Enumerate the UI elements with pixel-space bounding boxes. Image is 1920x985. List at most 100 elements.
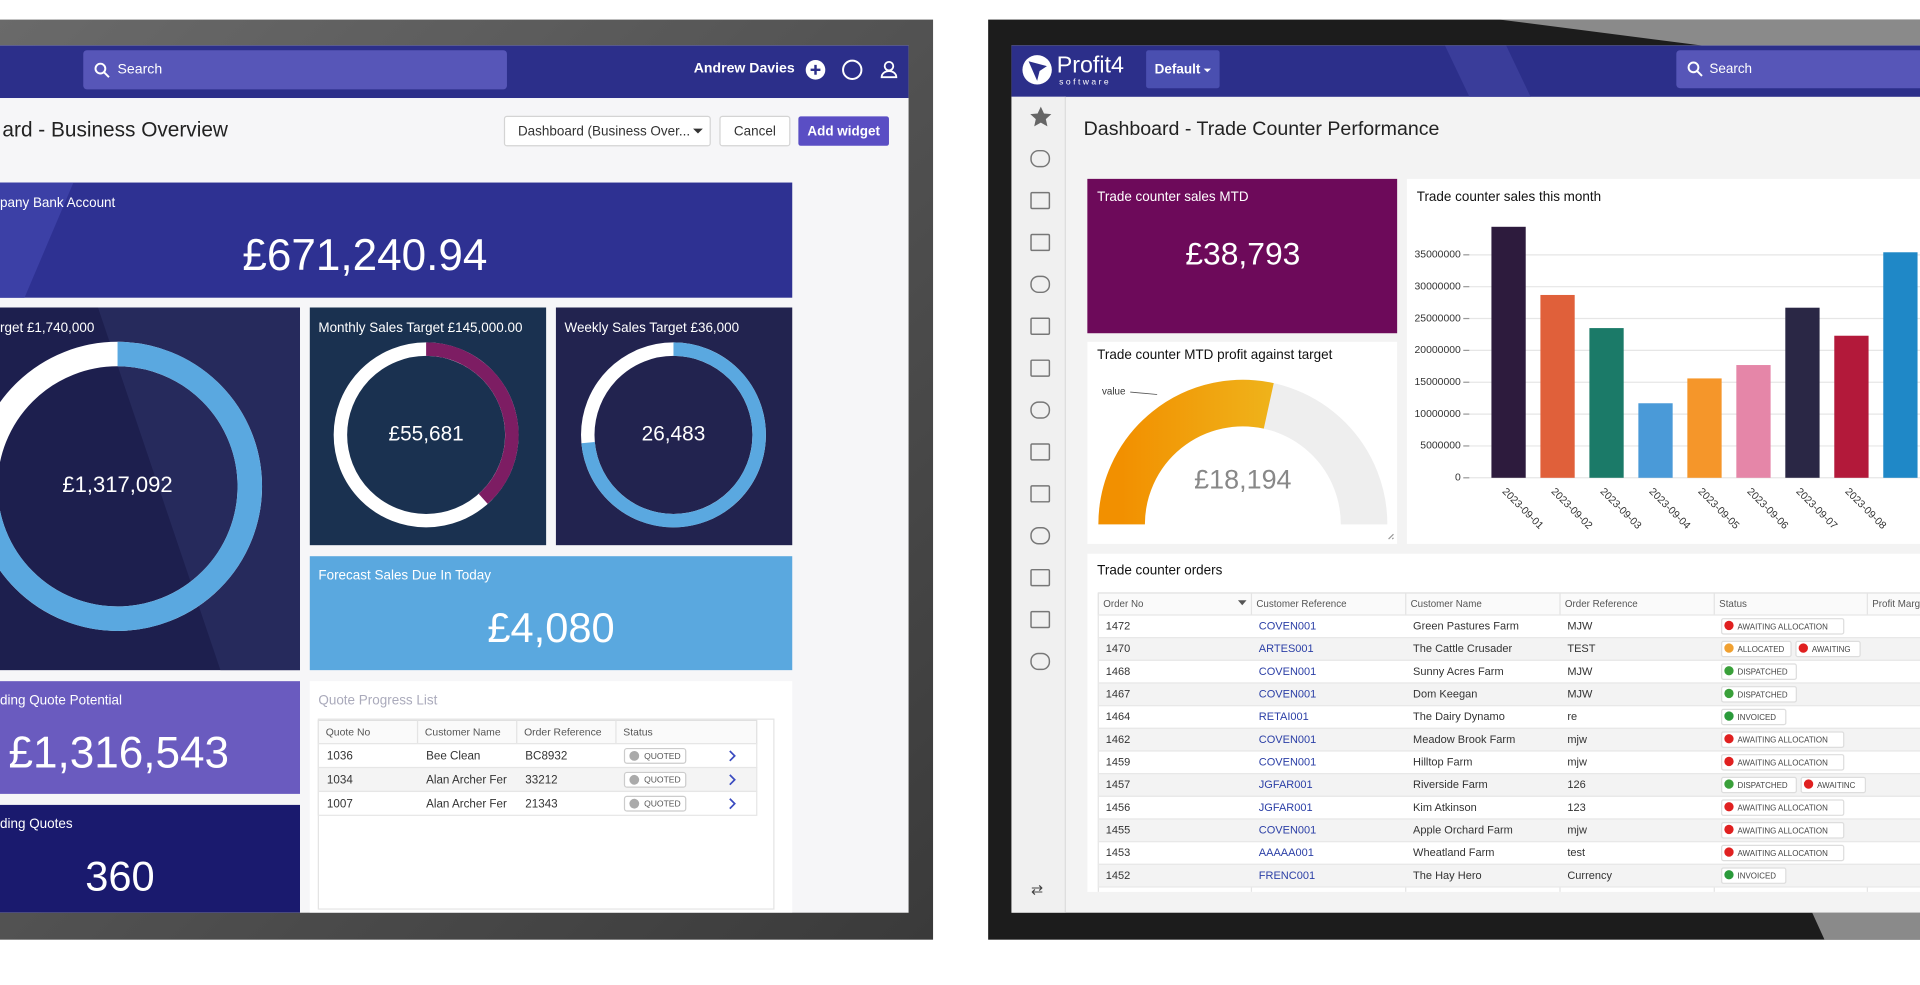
widget-title: pany Bank Account (0, 195, 116, 210)
column-header[interactable]: Customer Name (1411, 599, 1482, 610)
sidebar-icon[interactable] (1030, 527, 1051, 545)
swap-icon[interactable]: ⇄ (1031, 883, 1043, 899)
status-badge (623, 771, 687, 788)
sidebar-icon[interactable] (1030, 485, 1051, 503)
customer-link[interactable]: COVEN001 (1259, 757, 1317, 769)
column-header[interactable]: Status (1719, 599, 1747, 610)
column-header[interactable]: Order Reference (1565, 599, 1638, 610)
status-icon (1724, 870, 1734, 880)
widget-title: Forecast Sales Due In Today (318, 567, 491, 582)
favourites-icon[interactable] (1030, 106, 1052, 127)
customer-link[interactable]: FRENC001 (1259, 870, 1315, 882)
status-icon (629, 751, 640, 761)
status-icon (1724, 802, 1734, 812)
status-badge (1800, 776, 1867, 794)
status-badge (1721, 618, 1845, 635)
sidebar-icon[interactable] (1030, 401, 1051, 419)
widget-value: £1,317,092 (62, 472, 172, 497)
status-icon (1724, 711, 1734, 721)
customer-link[interactable]: COVEN001 (1259, 734, 1317, 746)
search-box[interactable] (1676, 50, 1920, 89)
chart-title: Trade counter sales this month (1417, 189, 1601, 204)
user-name[interactable]: Andrew Davies (694, 59, 795, 75)
sort-icon[interactable] (1237, 600, 1247, 606)
row-chevron[interactable] (729, 750, 736, 762)
status-badge (1721, 708, 1787, 726)
sidebar-icon[interactable] (1030, 568, 1051, 587)
add-icon (810, 64, 821, 75)
column-header: Order Reference (524, 727, 602, 738)
table-cell: Sunny Acres Farm (1413, 666, 1504, 678)
search-icon (103, 71, 110, 78)
widget-title: Monthly Sales Target £145,000.00 (318, 320, 522, 335)
table-cell: 1464 (1106, 711, 1131, 723)
profile-select[interactable] (1146, 50, 1220, 89)
table-cell: 123 (1567, 802, 1585, 814)
search-box[interactable] (83, 50, 507, 90)
sidebar-icon[interactable] (1030, 191, 1051, 210)
widget-value: 360 (85, 853, 154, 900)
sidebar-icon[interactable] (1030, 610, 1051, 629)
widget-title: Trade counter orders (1097, 562, 1223, 577)
gauge-pointer-label: value (1102, 387, 1125, 398)
sidebar-icon[interactable] (1030, 443, 1051, 461)
table-cell: 33212 (525, 773, 557, 786)
sidebar-icon[interactable] (1030, 275, 1051, 294)
table-cell: Currency (1567, 870, 1612, 882)
caret (693, 128, 703, 134)
widget-shade (97, 307, 300, 671)
table-cell: 1467 (1106, 689, 1131, 701)
sidebar (1011, 96, 1066, 913)
sidebar-icon[interactable] (1030, 149, 1051, 168)
customer-link[interactable]: AAAAA001 (1259, 847, 1314, 859)
sidebar-icon[interactable] (1030, 652, 1051, 671)
bar (1540, 294, 1575, 478)
column-header: Quote No (326, 727, 371, 738)
table-cell: Meadow Brook Farm (1413, 734, 1515, 746)
column-header[interactable]: Order No (1103, 599, 1144, 610)
caret (1203, 68, 1212, 73)
status-badge (1721, 731, 1845, 748)
status-text: QUOTED (644, 775, 681, 785)
status-text: AWAITING ALLOCATION (1738, 622, 1829, 631)
table-cell: test (1567, 847, 1585, 859)
column-header[interactable]: Profit Marg (1872, 599, 1920, 610)
add-widget-button[interactable] (798, 116, 889, 146)
status-badge (1721, 867, 1787, 884)
table-cell: TEST (1567, 643, 1595, 655)
status-text: DISPATCHED (1738, 781, 1788, 790)
bar (1785, 307, 1820, 478)
status-icon (1798, 643, 1808, 653)
widget-sales-mtd (1087, 178, 1398, 334)
logo-subtext: software (1059, 76, 1111, 86)
search-icon (1687, 61, 1700, 74)
sidebar-icon[interactable] (1030, 233, 1051, 252)
row-chevron[interactable] (729, 798, 736, 810)
row-chevron[interactable] (729, 774, 736, 786)
help-icon[interactable] (842, 59, 863, 81)
y-tick-label: 20000000 (1415, 345, 1462, 356)
table-cell: Alan Archer Fer (426, 797, 507, 810)
customer-link[interactable]: ARTES001 (1259, 643, 1314, 655)
status-text: AWAITING ALLOCATION (1738, 736, 1829, 745)
customer-link[interactable]: JGFAR001 (1259, 779, 1313, 791)
sidebar-icon[interactable] (1030, 317, 1051, 335)
customer-link[interactable]: JGFAR001 (1259, 802, 1313, 814)
customer-link[interactable]: COVEN001 (1259, 689, 1317, 701)
cancel-button[interactable] (719, 115, 791, 147)
status-badge (623, 747, 687, 764)
customer-link[interactable]: COVEN001 (1259, 666, 1317, 678)
customer-link[interactable]: COVEN001 (1259, 825, 1317, 837)
customer-link[interactable]: COVEN001 (1259, 621, 1317, 633)
dashboard-select[interactable] (503, 115, 711, 147)
widget-title: rget £1,740,000 (0, 320, 94, 335)
customer-link[interactable]: RETAI001 (1259, 711, 1309, 723)
sidebar-icon[interactable] (1030, 359, 1051, 377)
table-cell: mjw (1567, 757, 1587, 769)
table-row (1097, 705, 1920, 729)
column-header[interactable]: Customer Reference (1256, 599, 1346, 610)
status-text: DISPATCHED (1738, 668, 1788, 677)
widget-title: Weekly Sales Target £36,000 (564, 320, 739, 335)
profile-select-label: Default (1155, 61, 1201, 76)
table-cell: 1456 (1106, 802, 1131, 814)
